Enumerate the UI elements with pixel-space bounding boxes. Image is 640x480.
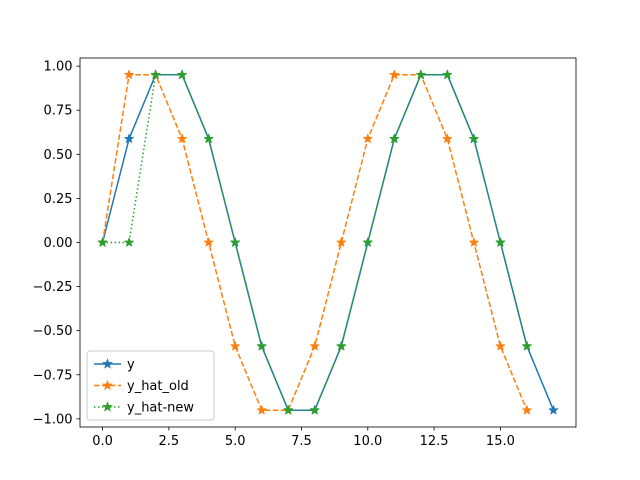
star-marker-icon	[389, 69, 400, 79]
legend-entry-y: y	[94, 358, 135, 373]
star-marker-icon	[522, 341, 532, 351]
legend-frame	[86, 350, 215, 421]
star-marker-icon	[336, 237, 347, 247]
x-tick-label: 12.5	[420, 434, 449, 449]
star-marker-icon	[124, 133, 134, 143]
star-marker-icon	[442, 133, 453, 143]
y-tick-label: 0.75	[44, 104, 73, 119]
star-marker-icon	[309, 341, 320, 351]
star-marker-icon	[177, 133, 187, 143]
x-tick-label: 2.5	[159, 434, 180, 449]
y_hat-new-line	[102, 74, 528, 411]
x-tick-label: 0.0	[92, 434, 113, 449]
y-tick-label: 0.25	[44, 192, 73, 207]
legend-entry-y_hat-new: y_hat-new	[94, 401, 194, 416]
star-marker-icon	[336, 341, 347, 351]
x-tick-label: 10.0	[353, 434, 382, 449]
y-tick-label: −0.25	[33, 280, 73, 295]
star-marker-icon	[230, 341, 240, 351]
star-marker-icon	[522, 405, 532, 415]
star-marker-icon	[469, 237, 479, 247]
star-marker-icon	[495, 237, 506, 247]
legend-label: y_hat-new	[127, 401, 194, 416]
star-marker-icon	[363, 133, 373, 143]
star-marker-icon	[309, 405, 320, 415]
star-marker-icon	[548, 405, 559, 415]
star-marker-icon	[363, 237, 373, 247]
series-y_hat-new	[97, 69, 532, 415]
x-tick-label: 5.0	[225, 434, 246, 449]
star-marker-icon	[283, 405, 293, 415]
y-tick-label: −0.50	[33, 324, 73, 339]
star-marker-icon	[124, 69, 134, 79]
star-marker-icon	[203, 237, 214, 247]
y-axis: −1.00 −0.75 −0.50 −0.25 0.00 0.25 0.50 0.75 1.00	[33, 60, 80, 427]
y-tick-label: −1.00	[33, 412, 73, 427]
star-marker-icon	[102, 358, 113, 369]
star-marker-icon	[389, 133, 400, 143]
y-tick-label: −0.75	[33, 368, 73, 383]
star-marker-icon	[102, 401, 113, 412]
legend-label: y_hat_old	[127, 379, 189, 394]
star-marker-icon	[97, 237, 108, 247]
star-marker-icon	[469, 133, 479, 143]
star-marker-icon	[256, 341, 267, 351]
star-marker-icon	[256, 405, 267, 415]
legend: y y_hat_old y_hat-new	[86, 350, 215, 421]
y-tick-label: 0.50	[44, 148, 73, 163]
star-marker-icon	[495, 341, 506, 351]
x-tick-label: 7.5	[291, 434, 312, 449]
star-marker-icon	[177, 69, 187, 79]
star-marker-icon	[124, 237, 134, 247]
star-marker-icon	[230, 237, 240, 247]
star-marker-icon	[150, 69, 161, 79]
y-tick-label: 1.00	[44, 60, 73, 75]
star-marker-icon	[416, 69, 426, 79]
legend-entry-y_hat_old: y_hat_old	[94, 379, 189, 394]
x-tick-label: 15.0	[486, 434, 515, 449]
y-tick-label: 0.00	[44, 236, 73, 251]
x-axis: 0.0 2.5 5.0 7.5 10.0 12.5 15.0	[92, 427, 515, 449]
star-marker-icon	[442, 69, 453, 79]
star-marker-icon	[102, 379, 113, 391]
legend-label: y	[127, 358, 135, 373]
star-marker-icon	[203, 133, 214, 143]
